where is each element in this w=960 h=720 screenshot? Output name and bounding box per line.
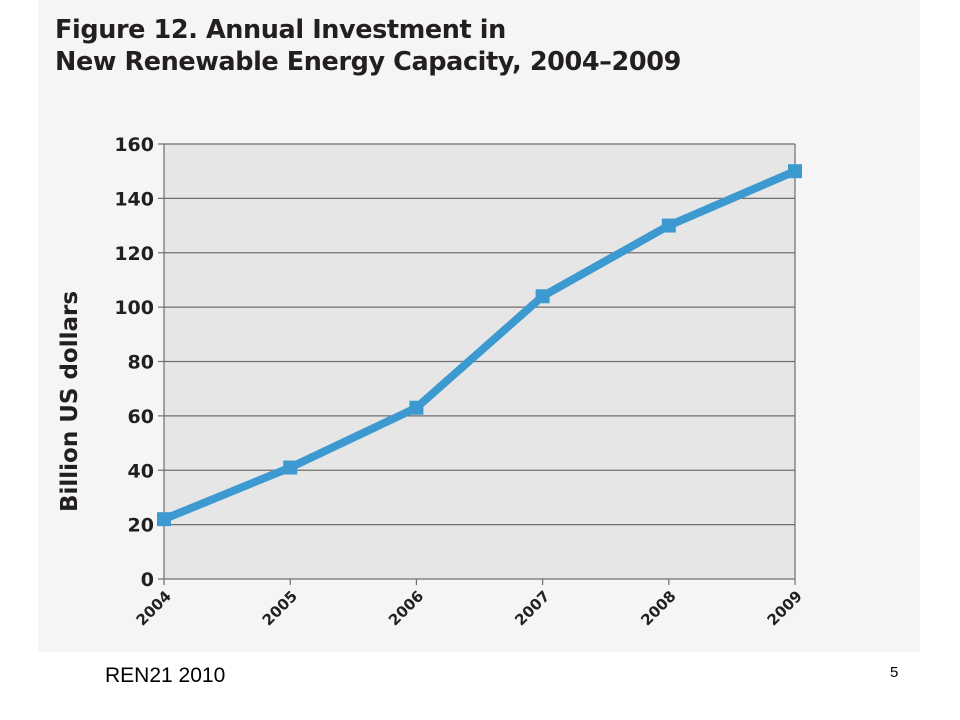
source-label: REN21 2010 [105, 664, 226, 687]
data-point-2004 [157, 512, 171, 527]
x-tick-label-2009: 2009 [764, 587, 806, 629]
y-tick-label-80: 80 [128, 352, 154, 374]
series-layer [157, 164, 802, 527]
y-tick-labels: 0 20 40 60 80 100 120 140 160 [114, 134, 154, 591]
chart-title-line-2: New Renewable Energy Capacity, 2004–2009 [55, 47, 681, 77]
x-tick-label-2007: 2007 [511, 587, 553, 629]
x-tick-label-2008: 2008 [637, 587, 679, 629]
chart-title: Figure 12. Annual Investment in New Rene… [55, 14, 815, 78]
y-tick-label-60: 60 [128, 406, 154, 428]
data-point-2008 [661, 218, 676, 233]
y-tick-label-120: 120 [114, 243, 154, 265]
y-tick-label-0: 0 [141, 569, 154, 591]
y-tick-label-20: 20 [128, 515, 154, 537]
x-tick-label-2004: 2004 [133, 587, 175, 629]
y-tick-label-140: 140 [114, 188, 154, 210]
data-point-2006 [409, 400, 424, 415]
gridlines [164, 143, 795, 580]
y-tick-label-100: 100 [114, 297, 154, 319]
y-tick-label-40: 40 [128, 460, 154, 482]
chart-title-line-1: Figure 12. Annual Investment in [55, 15, 506, 45]
page-number: 5 [890, 664, 899, 681]
x-tick-labels: 2004 2005 2006 2007 2008 2009 [133, 587, 806, 629]
x-tick-label-2005: 2005 [259, 587, 301, 629]
data-point-2005 [283, 460, 298, 475]
series-line-0 [160, 167, 799, 524]
data-point-2009 [788, 164, 802, 179]
y-tick-label-160: 160 [114, 134, 154, 156]
data-point-2007 [535, 289, 550, 304]
y-axis-title: Billion US dollars [57, 291, 83, 512]
x-tick-label-2006: 2006 [385, 587, 427, 629]
